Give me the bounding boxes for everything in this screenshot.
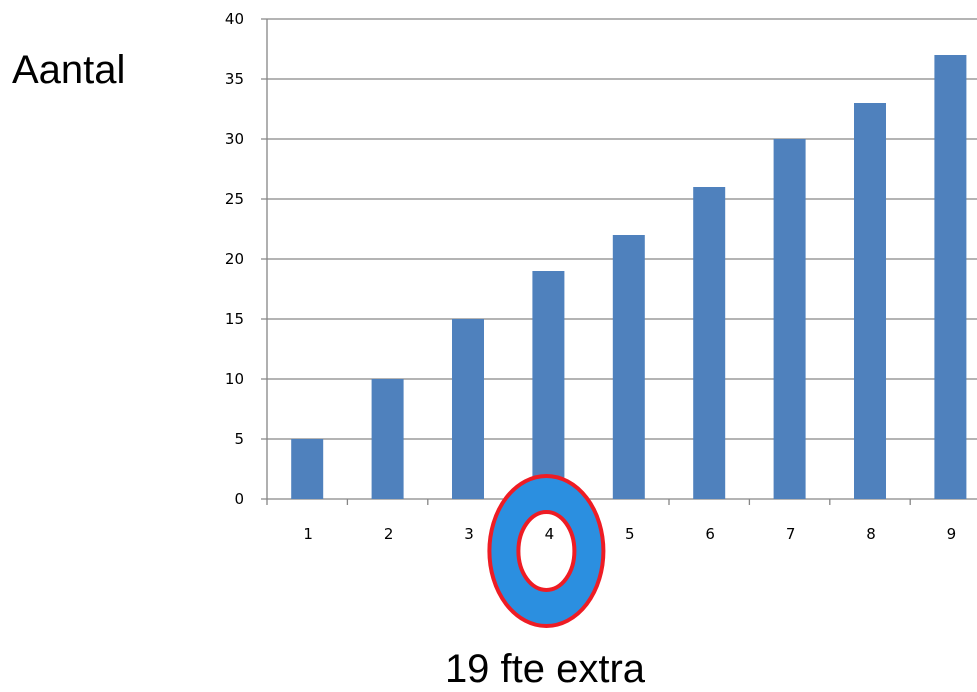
y-tick-label: 20 (225, 250, 244, 268)
x-tick-label: 6 (705, 525, 715, 543)
x-tick-label: 2 (384, 525, 394, 543)
bar (371, 379, 404, 499)
annotation-text: 19 fte extra (445, 647, 646, 691)
bar (773, 139, 806, 499)
x-tick-label: 7 (786, 525, 796, 543)
y-tick-label: 25 (225, 190, 244, 208)
y-tick-label: 10 (225, 370, 244, 388)
bar (934, 55, 967, 499)
y-tick-label: 30 (225, 130, 244, 148)
bar (532, 271, 565, 499)
x-tick-label: 3 (464, 525, 474, 543)
y-tick-label: 35 (225, 70, 244, 88)
bar (693, 187, 726, 499)
y-tick-label: 5 (234, 430, 244, 448)
x-tick-label: 5 (625, 525, 635, 543)
y-tick-label: 40 (225, 10, 244, 28)
highlight-marker (487, 474, 606, 628)
bar (291, 439, 324, 499)
highlight-ring-inner (516, 510, 577, 592)
x-tick-label: 1 (303, 525, 313, 543)
x-tick-labels: 1 2 3 4 5 6 7 8 9 (303, 525, 956, 543)
x-tick-label: 4 (545, 525, 555, 543)
y-tick-label: 15 (225, 310, 244, 328)
y-axis-label: Aantal (12, 48, 125, 92)
x-tick-label: 9 (947, 525, 957, 543)
bar (612, 235, 645, 499)
bar (452, 319, 484, 499)
bars (291, 55, 967, 499)
y-tick-labels: 0 5 10 15 20 25 30 35 40 (225, 10, 244, 508)
y-tick-label: 0 (234, 490, 244, 508)
bar (854, 103, 886, 499)
x-tick-label: 8 (866, 525, 876, 543)
